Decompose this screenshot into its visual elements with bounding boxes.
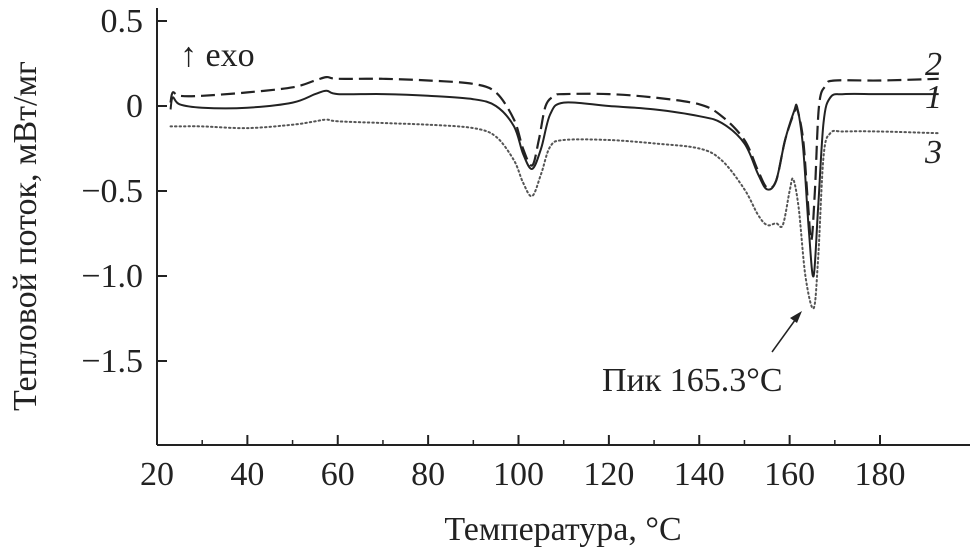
x-axis-label: Температура, °C [444,511,681,548]
y-tick-label: −1.0 [81,258,143,295]
x-tick-label: 140 [674,456,725,493]
curve-labels: 12 3 [924,46,942,171]
y-tick-label: −0.5 [81,173,143,210]
x-tick-label: 120 [583,456,634,493]
series-label-1: 1 [925,79,942,116]
y-tick-label: 0.5 [101,3,144,40]
x-tick-label: 20 [140,456,174,493]
annotation-arrow [771,311,802,353]
series-line-3 [169,118,940,310]
x-tick-label: 60 [321,456,355,493]
series-line-2 [169,75,939,242]
curves [169,75,940,310]
x-tick-label: 160 [764,456,815,493]
x-tick-label: 80 [411,456,445,493]
x-tick-label: 100 [493,456,544,493]
axes [156,8,970,446]
series-label-3: 3 [924,134,942,171]
peak-annotation: Пик 165.3°C [602,362,783,399]
y-axis-label: Тепловой поток, мВт/мг [7,61,44,411]
y-tick-label: 0 [126,88,143,125]
x-tick-label: 40 [230,456,264,493]
series-label-2: 2 [925,46,942,83]
tick-labels: 20 40 60 80 100 120 140 160 180 0.5 0 −0.5 −1.0 −1.5 [81,3,905,493]
series-line-1 [169,89,939,278]
y-tick-label: −1.5 [81,343,143,380]
x-tick-label: 180 [855,456,906,493]
exo-label: ↑ exo [180,37,255,74]
